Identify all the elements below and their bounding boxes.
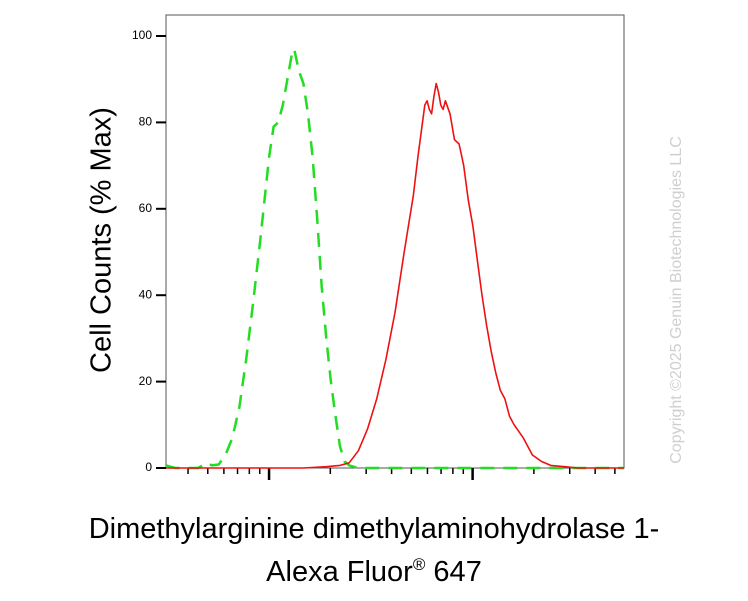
registered-mark: ® bbox=[412, 555, 426, 574]
y-axis-ticks: 0 20 40 60 80 100 bbox=[132, 28, 166, 474]
x-axis-title-tail: 647 bbox=[425, 556, 482, 588]
plot-frame bbox=[165, 14, 625, 469]
y-tick-label: 100 bbox=[132, 28, 152, 42]
y-tick-label: 80 bbox=[139, 115, 153, 129]
x-axis-title-line1: Dimethylarginine dimethylaminohydrolase … bbox=[88, 513, 660, 545]
y-tick-label: 0 bbox=[145, 460, 152, 474]
plot-border bbox=[165, 14, 625, 469]
series-line-2 bbox=[166, 82, 624, 469]
series-line-1 bbox=[165, 47, 624, 470]
y-tick-label: 20 bbox=[139, 374, 153, 388]
series-layer bbox=[165, 47, 624, 470]
x-axis-title-main: Alexa Fluor bbox=[266, 556, 413, 588]
x-axis-title-line2: Alexa Fluor® 647 bbox=[0, 555, 748, 589]
y-tick-label: 60 bbox=[139, 201, 153, 215]
y-tick-label: 40 bbox=[139, 287, 153, 301]
x-axis-ticks bbox=[187, 468, 616, 480]
copyright-watermark: Copyright ©2025 Genuin Biotechnologies L… bbox=[668, 136, 685, 464]
y-axis-title: Cell Counts (% Max) bbox=[86, 107, 118, 373]
